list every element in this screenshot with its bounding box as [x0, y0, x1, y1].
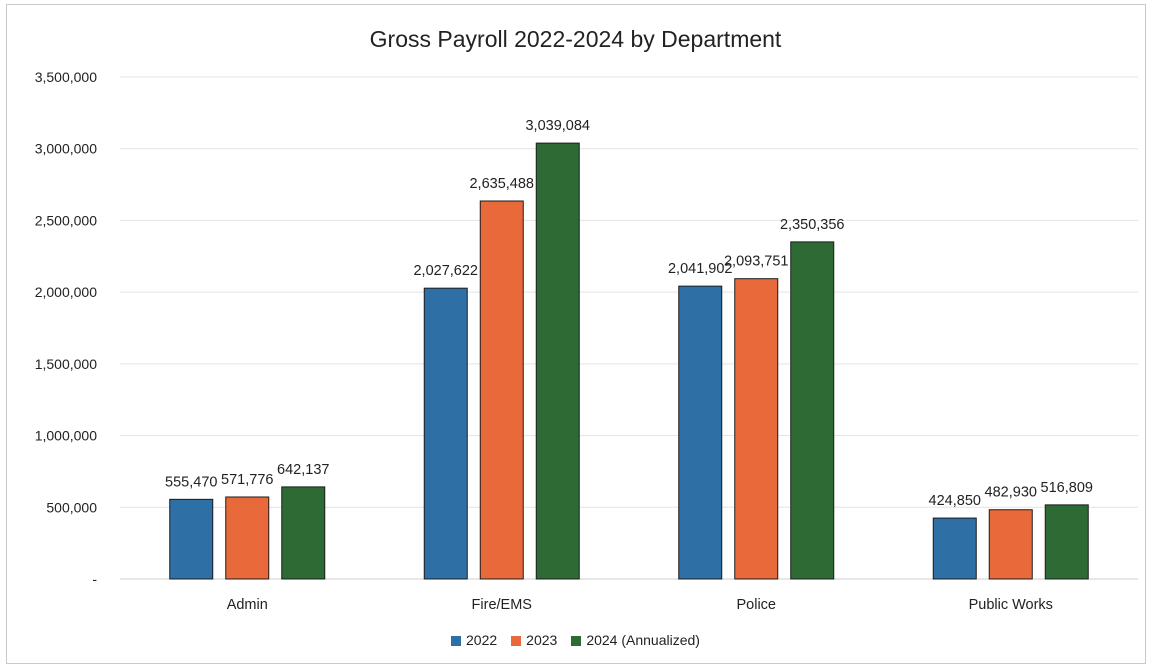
data-label: 2,093,751: [724, 254, 789, 270]
legend-item: 2024 (Annualized): [571, 632, 700, 648]
legend-label: 2024 (Annualized): [586, 632, 700, 648]
data-label: 2,027,622: [413, 263, 478, 279]
data-label: 642,137: [277, 462, 329, 478]
category-label: Police: [737, 597, 777, 613]
legend: 2022 2023 2024 (Annualized): [0, 632, 1151, 648]
data-label: 2,350,356: [780, 217, 845, 233]
data-label: 555,470: [165, 474, 217, 490]
data-label: 482,930: [985, 485, 1037, 501]
y-tick-label: 500,000: [46, 499, 97, 515]
y-tick-label: -: [92, 571, 97, 587]
bar: [932, 517, 977, 580]
y-tick-label: 3,000,000: [35, 141, 97, 157]
data-label: 571,776: [221, 472, 273, 488]
legend-swatch: [451, 636, 462, 646]
bar: [169, 498, 214, 580]
y-tick-label: 2,500,000: [35, 212, 97, 228]
bar: [1044, 504, 1089, 580]
bar: [535, 142, 580, 580]
data-label: 3,039,084: [525, 118, 590, 134]
legend-item: 2023: [511, 632, 557, 648]
bar: [281, 486, 326, 580]
legend-item: 2022: [451, 632, 497, 648]
y-tick-label: 1,500,000: [35, 356, 97, 372]
legend-label: 2022: [466, 632, 498, 648]
data-label: 516,809: [1041, 480, 1093, 496]
chart-title: Gross Payroll 2022-2024 by Department: [369, 26, 782, 52]
y-tick-label: 1,000,000: [35, 428, 97, 444]
data-label: 2,635,488: [469, 176, 534, 192]
y-tick-label: 2,000,000: [35, 284, 97, 300]
data-label: 2,041,902: [668, 261, 733, 277]
category-label: Fire/EMS: [472, 597, 532, 613]
bar: [225, 496, 270, 580]
data-label: 424,850: [929, 493, 981, 509]
bar: [479, 200, 524, 580]
bar: [790, 241, 835, 580]
bar: [734, 278, 779, 580]
legend-label: 2023: [526, 632, 558, 648]
category-label: Admin: [227, 597, 268, 613]
bar: [423, 287, 468, 580]
legend-swatch: [571, 636, 582, 646]
bar: [988, 509, 1033, 580]
legend-swatch: [511, 636, 522, 646]
category-label: Public Works: [969, 597, 1053, 613]
y-tick-label: 3,500,000: [35, 69, 97, 85]
bar: [678, 285, 723, 580]
